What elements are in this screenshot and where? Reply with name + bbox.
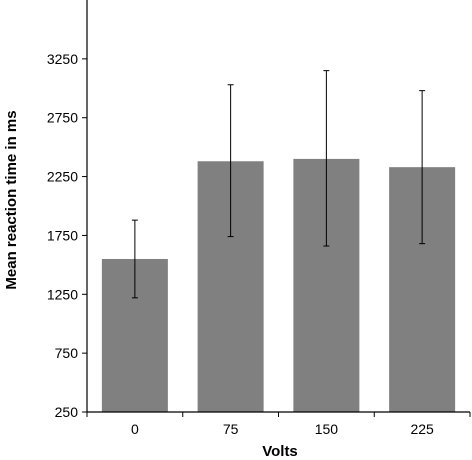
- x-tick-label-75: 75: [223, 421, 239, 437]
- y-tick-label-1250: 1250: [47, 286, 78, 302]
- y-tick-label-250: 250: [55, 404, 79, 420]
- x-tick-label-150: 150: [315, 421, 339, 437]
- y-tick-label-750: 750: [55, 345, 79, 361]
- y-tick-label-3250: 3250: [47, 51, 78, 67]
- x-tick-label-225: 225: [410, 421, 434, 437]
- y-tick-label-2750: 2750: [47, 110, 78, 126]
- y-tick-label-1750: 1750: [47, 227, 78, 243]
- y-tick-label-2250: 2250: [47, 169, 78, 185]
- y-axis-title: Mean reaction time in ms: [3, 110, 20, 289]
- x-axis-title: Volts: [262, 443, 298, 460]
- x-tick-label-0: 0: [131, 421, 139, 437]
